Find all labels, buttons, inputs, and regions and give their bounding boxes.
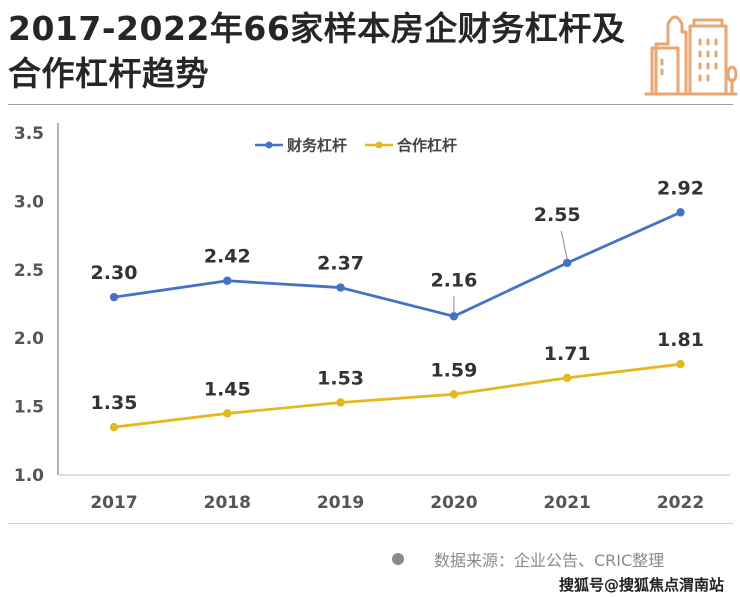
legend-item: 财务杠杆 xyxy=(255,137,347,155)
header-divider xyxy=(8,104,733,105)
data-label: 2.42 xyxy=(204,246,251,268)
data-point xyxy=(223,409,232,418)
data-label: 1.59 xyxy=(430,359,477,381)
y-axis-ticks: 1.0 1.5 2.0 2.5 3.0 3.5 xyxy=(14,124,44,486)
data-point xyxy=(109,292,119,302)
data-label: 2.30 xyxy=(91,262,138,284)
series-line xyxy=(113,362,681,429)
y-tick-label: 3.0 xyxy=(14,192,44,212)
x-tick-label: 2022 xyxy=(657,493,704,513)
x-tick-label: 2019 xyxy=(317,493,364,513)
data-point xyxy=(449,312,459,321)
legend-item: 合作杠杆 xyxy=(365,137,457,155)
data-label: 2.16 xyxy=(430,269,477,291)
data-point xyxy=(109,422,119,432)
x-tick-label: 2018 xyxy=(204,493,251,513)
line-chart: 1.01.52.02.53.03.5 2017 2018 2019 2020 2021 2… xyxy=(14,123,730,513)
legend-label: 财务杠杆 xyxy=(287,137,347,155)
data-point xyxy=(676,359,685,369)
x-tick-label: 2021 xyxy=(544,493,591,513)
data-label: 1.35 xyxy=(91,392,138,414)
x-tick-label: 2017 xyxy=(90,493,137,513)
footer-divider xyxy=(8,523,733,524)
data-source: 数据来源：企业公告、CRIC整理 xyxy=(392,547,664,571)
series-financial-leverage: 2.30 2.42 2.37 2.16 2.55 2.92 xyxy=(91,177,704,321)
data-label: 1.81 xyxy=(657,329,704,351)
data-point xyxy=(336,398,345,407)
data-label: 1.71 xyxy=(544,343,591,365)
y-tick-label: 2.5 xyxy=(14,261,44,281)
watermark-text: 搜狐号@搜狐焦点渭南站 xyxy=(559,576,725,594)
y-tick-label: 3.5 xyxy=(14,124,44,144)
buildings-icon xyxy=(644,15,738,96)
data-point xyxy=(563,373,572,383)
y-tick-label: 1.0 xyxy=(14,466,44,486)
data-point xyxy=(449,390,459,399)
legend: 财务杠杆 合作杠杆 xyxy=(255,137,457,155)
legend-label: 合作杠杆 xyxy=(396,137,457,155)
series-line xyxy=(113,211,682,318)
data-point xyxy=(676,208,685,217)
axes xyxy=(57,123,730,476)
bullet-icon xyxy=(392,553,404,565)
data-label: 2.55 xyxy=(534,204,581,226)
series-group: 2.30 2.42 2.37 2.16 2.55 2.92 1.35 1.45 1.53 1.59… xyxy=(91,177,704,432)
data-point xyxy=(563,258,572,268)
chart-title: 2017-2022年66家样本房企财务杠杆及合作杠杆趋势 xyxy=(8,9,626,93)
leader-line xyxy=(560,230,568,260)
x-tick-label: 2020 xyxy=(430,493,477,513)
source-text: 数据来源：企业公告、CRIC整理 xyxy=(434,551,665,570)
data-label: 2.37 xyxy=(317,253,364,275)
legend-marker-icon xyxy=(265,141,273,149)
data-point xyxy=(336,283,345,292)
data-point xyxy=(223,276,232,285)
data-label: 1.53 xyxy=(317,367,364,389)
legend-marker-icon xyxy=(375,141,383,149)
y-tick-label: 1.5 xyxy=(14,398,44,418)
data-label: 1.45 xyxy=(204,378,251,400)
series-cooperation-leverage: 1.35 1.45 1.53 1.59 1.71 1.81 xyxy=(91,329,704,432)
data-label: 2.92 xyxy=(657,177,704,199)
y-tick-label: 2.0 xyxy=(14,329,44,349)
x-axis-ticks: 2017 2018 2019 2020 2021 2022 xyxy=(90,493,704,513)
